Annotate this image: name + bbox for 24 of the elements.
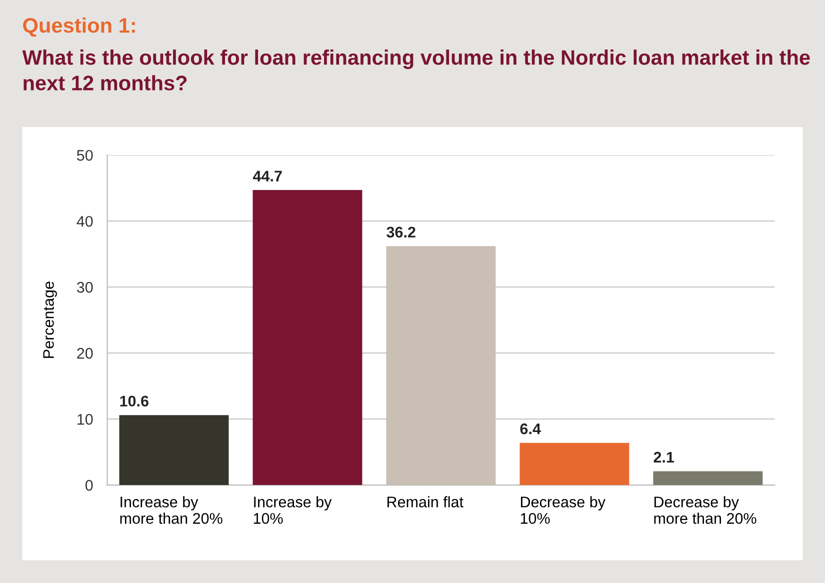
- data-label: 36.2: [386, 226, 416, 238]
- data-label: 10.6: [120, 396, 148, 407]
- data-label: 6.4: [520, 423, 541, 434]
- y-tick-label: 50: [76, 150, 93, 161]
- bar: [386, 246, 496, 486]
- y-tick-label: 40: [76, 216, 93, 227]
- data-label: 44.7: [252, 170, 282, 182]
- x-tick-label: Increase by 10%: [254, 496, 332, 524]
- x-tick-label: Remain flat: [387, 496, 464, 508]
- bar: [252, 190, 362, 486]
- x-tick-label: Increase by more than 20%: [120, 496, 222, 524]
- chart-title: Question 1:: [23, 17, 135, 37]
- y-tick-label: 10: [78, 414, 93, 425]
- bar: [520, 442, 630, 486]
- y-axis-title: Percentage: [43, 282, 57, 358]
- y-tick-label: 0: [85, 480, 93, 491]
- chart-subtitle: What is the outlook for loan refinancing volume in the Nordic loan market in the next 12 months?: [22, 50, 810, 90]
- bar: [653, 471, 763, 486]
- x-tick-label: Decrease by more than 20%: [654, 496, 756, 524]
- x-tick-label: Decrease by 10%: [520, 496, 606, 524]
- y-tick-label: 30: [76, 282, 93, 293]
- bar: [119, 415, 229, 486]
- y-tick-label: 20: [77, 348, 93, 359]
- data-label: 2.1: [654, 452, 674, 462]
